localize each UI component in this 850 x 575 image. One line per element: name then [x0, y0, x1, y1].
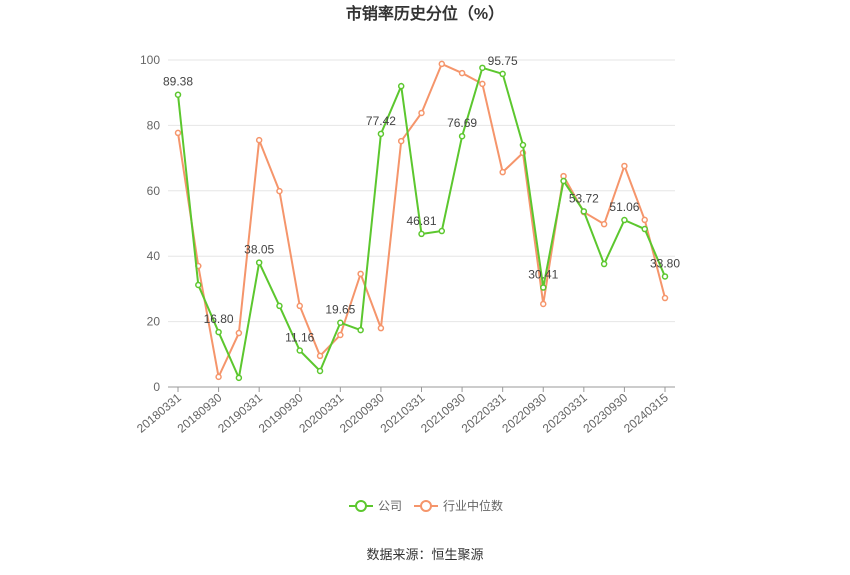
chart-title: 市销率历史分位（%） [346, 4, 504, 23]
point [397, 82, 405, 90]
data-label: 95.75 [488, 54, 518, 68]
data-label: 16.80 [204, 312, 234, 326]
data-label: 77.42 [366, 114, 396, 128]
data-label: 11.16 [285, 331, 314, 345]
point [337, 319, 344, 326]
point [215, 328, 222, 336]
point [661, 294, 669, 302]
data-label: 33.80 [650, 256, 680, 270]
point [357, 270, 364, 278]
point [296, 347, 303, 354]
point [621, 216, 628, 224]
point [600, 220, 608, 228]
data-label: 51.06 [609, 200, 639, 214]
y-tick-label: 40 [147, 249, 161, 263]
point [377, 324, 385, 332]
point [479, 80, 486, 88]
data-label: 76.69 [447, 116, 477, 130]
point [215, 373, 222, 381]
point [641, 216, 648, 224]
point [600, 260, 608, 268]
point [519, 141, 527, 149]
point [255, 136, 263, 144]
point [174, 91, 182, 98]
point [235, 329, 243, 337]
data-label: 53.72 [569, 191, 599, 205]
legend-marker [420, 500, 432, 512]
data-label: 89.38 [163, 75, 193, 89]
y-tick-label: 60 [147, 184, 161, 198]
point [276, 187, 283, 195]
point [499, 168, 506, 176]
point [316, 352, 324, 360]
point [377, 130, 385, 138]
point [397, 137, 405, 145]
point [641, 225, 648, 233]
legend-marker [355, 500, 367, 512]
point [438, 227, 446, 235]
legend-label: 行业中位数 [443, 498, 503, 513]
point [418, 109, 425, 117]
data-label: 46.81 [406, 214, 436, 228]
data-label: 30.41 [528, 268, 558, 282]
data-label: 38.05 [244, 243, 274, 257]
point [357, 326, 364, 334]
point [479, 64, 486, 72]
point [337, 331, 344, 339]
point [195, 281, 202, 289]
y-tick-label: 0 [153, 380, 160, 394]
point [296, 302, 303, 310]
y-tick-label: 80 [147, 118, 161, 132]
data-label: 19.65 [325, 303, 355, 317]
x-tick-label: 20240315 [621, 390, 671, 435]
point [418, 230, 425, 238]
point [174, 129, 182, 137]
legend-label: 公司 [378, 499, 402, 513]
point [316, 367, 324, 375]
point [438, 60, 446, 68]
point [540, 300, 547, 308]
source: 数据来源：恒生聚源 [366, 547, 483, 562]
point [540, 284, 547, 291]
point [580, 208, 588, 215]
point [255, 259, 263, 266]
point [661, 273, 669, 280]
point [458, 132, 466, 140]
y-tick-label: 20 [147, 315, 161, 329]
point [560, 177, 567, 185]
point [621, 162, 628, 170]
y-tick-label: 100 [140, 53, 160, 67]
point [235, 374, 243, 382]
point [276, 302, 283, 310]
point [499, 70, 506, 78]
point [458, 69, 466, 77]
